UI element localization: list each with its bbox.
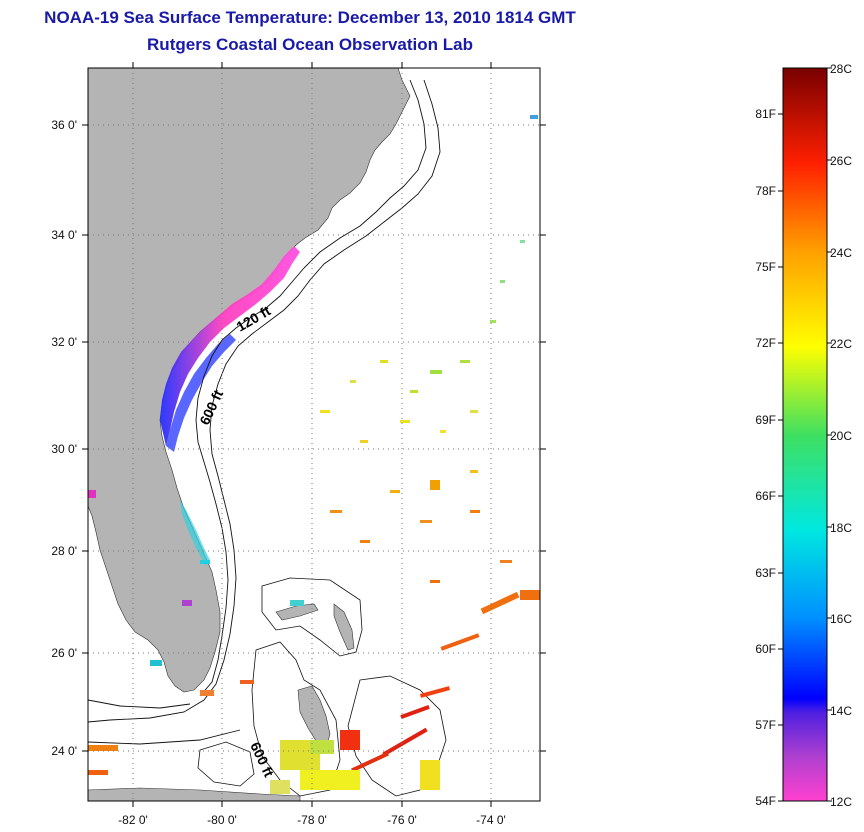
colorbar-f-72: 72F	[755, 336, 776, 350]
colorbar-c-14: 14C	[830, 704, 852, 718]
colorbar-ticks	[778, 67, 832, 802]
colorbar-c-18: 18C	[830, 521, 852, 535]
map-subtitle: Rutgers Coastal Ocean Observation Lab	[147, 35, 473, 54]
map-frame	[87, 67, 541, 802]
colorbar-c-24: 24C	[830, 246, 852, 260]
lat-label-32: 32 0'	[51, 335, 77, 349]
sst-observation-patches	[88, 115, 540, 794]
colorbar-f-54: 54F	[755, 794, 776, 808]
colorbar-c-12: 12C	[830, 795, 852, 809]
map-title: NOAA-19 Sea Surface Temperature: Decembe…	[44, 8, 576, 27]
coastal-cold-band	[160, 246, 300, 446]
colorbar-f-57: 57F	[755, 718, 776, 732]
lon-label-74: -74 0'	[476, 813, 506, 827]
colorbar-c-20: 20C	[830, 429, 852, 443]
colorbar-f-60: 60F	[755, 642, 776, 656]
colorbar-f-81: 81F	[755, 107, 776, 121]
lat-label-24: 24 0'	[51, 744, 77, 758]
lat-label-30: 30 0'	[51, 442, 77, 456]
tick-marks	[82, 62, 546, 807]
colorbar-f-69: 69F	[755, 413, 776, 427]
colorbar-c-16: 16C	[830, 612, 852, 626]
lat-label-28: 28 0'	[51, 544, 77, 558]
colorbar-f-75: 75F	[755, 260, 776, 274]
coastal-cyan-patch	[180, 500, 210, 566]
colorbar	[782, 67, 828, 802]
colorbar-f-66: 66F	[755, 489, 776, 503]
colorbar-c-26: 26C	[830, 154, 852, 168]
colorbar-f-63: 63F	[755, 566, 776, 580]
colorbar-c-28: 28C	[830, 62, 852, 76]
lon-label-76: -76 0'	[387, 813, 417, 827]
lat-label-26: 26 0'	[51, 646, 77, 660]
land-abaco	[333, 603, 355, 651]
grid-lines	[88, 68, 540, 801]
colorbar-c-22: 22C	[830, 337, 852, 351]
colorbar-f-78: 78F	[755, 184, 776, 198]
lat-label-36: 36 0'	[51, 118, 77, 132]
lon-label-80: -80 0'	[207, 813, 237, 827]
lat-label-34: 34 0'	[51, 228, 77, 242]
coastal-blue-band	[166, 334, 236, 452]
lon-label-82: -82 0'	[118, 813, 148, 827]
lon-label-78: -78 0'	[297, 813, 327, 827]
